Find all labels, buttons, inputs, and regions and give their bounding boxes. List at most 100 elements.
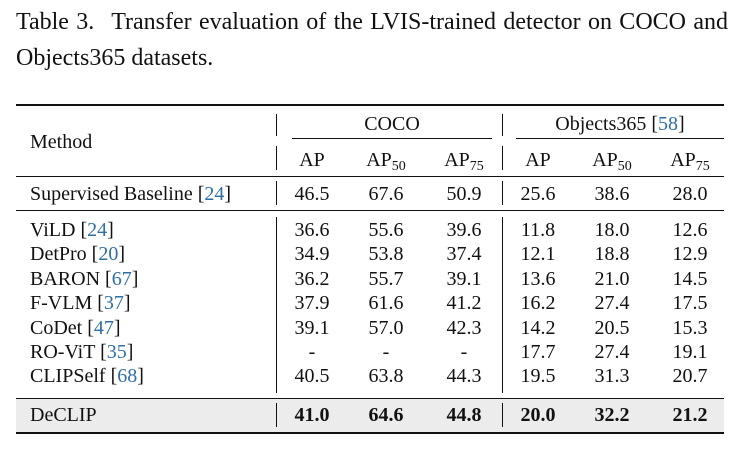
o365-underline: [516, 138, 724, 139]
table-cell: 41.0: [294, 404, 330, 426]
method-label: Supervised Baseline: [30, 183, 193, 205]
header-objects365-name: Objects365: [555, 113, 647, 135]
baseline-rule: [16, 210, 724, 212]
header-ap75: AP75: [652, 148, 728, 179]
header-ap: AP: [299, 149, 325, 171]
metric-label: AP: [444, 149, 470, 171]
table-cell: 37.4: [446, 243, 482, 266]
method-label: BARON: [30, 267, 101, 290]
table-cell: 39.1: [294, 316, 330, 339]
table-cell: 14.2: [520, 316, 556, 339]
table-cell: 44.8: [446, 404, 482, 426]
header-rule: [16, 176, 724, 178]
method-label: RO-ViT: [30, 341, 96, 363]
bottom-rule: [16, 432, 724, 434]
ours-highlight: [16, 398, 724, 432]
caption-label: Table 3.: [16, 9, 95, 35]
table-cell: 39.1: [446, 267, 482, 290]
citation-link[interactable]: 35: [106, 341, 127, 363]
ours-rule: [16, 398, 724, 400]
table-cell: 19.5: [520, 365, 556, 388]
table-cell: 18.8: [594, 243, 630, 266]
table-cell: 27.4: [594, 341, 630, 363]
header-ap50: AP50: [348, 148, 424, 179]
citation-link[interactable]: 47: [93, 316, 114, 339]
method-name: CLIPSelf [68]: [30, 365, 144, 388]
header-ap: AP: [525, 149, 551, 171]
table-cell: -: [382, 341, 390, 363]
method-name: CoDet [47]: [30, 316, 121, 339]
table-cell: 21.2: [672, 404, 708, 426]
vsep: [276, 146, 278, 170]
table-cell: 25.6: [520, 183, 556, 205]
citation-link[interactable]: 24: [204, 183, 225, 205]
citation-link[interactable]: 37: [103, 292, 124, 315]
method-name: F-VLM [37]: [30, 292, 131, 315]
table-caption: Table 3. Transfer evaluation of the LVIS…: [16, 4, 728, 76]
vsep: [276, 181, 278, 205]
table-cell: 40.5: [294, 365, 330, 388]
table-cell: 67.6: [368, 183, 404, 205]
table-cell: 28.0: [672, 183, 708, 205]
method-label: F-VLM: [30, 292, 93, 315]
citation-link[interactable]: 68: [117, 365, 138, 388]
vsep: [502, 114, 504, 136]
caption-text: Transfer evaluation of the LVIS-trained …: [16, 9, 728, 71]
table-cell: 21.0: [594, 267, 630, 290]
metric-label: AP: [366, 149, 392, 171]
metric-subscript: 50: [617, 159, 632, 174]
coco-underline: [292, 138, 492, 139]
table-cell: 50.9: [446, 183, 482, 205]
table-cell: 55.7: [368, 267, 404, 290]
method-name: Supervised Baseline [24]: [30, 183, 232, 205]
table-cell: 36.2: [294, 267, 330, 290]
table-cell: 14.5: [672, 267, 708, 290]
header-coco: COCO: [364, 113, 420, 135]
method-name: DetPro [20]: [30, 243, 126, 266]
header-method: Method: [30, 131, 93, 153]
metric-subscript: 75: [469, 159, 484, 174]
metric-label: AP: [592, 149, 618, 171]
top-rule: [16, 104, 724, 106]
method-label: DeCLIP: [30, 404, 97, 426]
table-cell: 20.5: [594, 316, 630, 339]
header-objects365: Objects365 [58]: [555, 113, 685, 135]
table-cell: 55.6: [368, 219, 404, 241]
table-cell: 32.2: [594, 404, 630, 426]
citation-link[interactable]: 24: [87, 219, 108, 241]
table-cell: 17.7: [520, 341, 556, 363]
table-cell: 15.3: [672, 316, 708, 339]
method-name: DeCLIP: [30, 403, 97, 427]
vsep: [502, 181, 504, 205]
citation-link[interactable]: 67: [111, 267, 132, 290]
table-cell: 37.9: [294, 292, 330, 315]
header-ap75: AP75: [426, 148, 502, 179]
method-name: BARON [67]: [30, 267, 139, 290]
method-name: RO-ViT [35]: [30, 341, 134, 363]
vsep: [502, 146, 504, 170]
method-label: CoDet: [30, 316, 83, 339]
table-cell: -: [308, 341, 316, 363]
metric-subscript: 50: [391, 159, 406, 174]
table-cell: 42.3: [446, 316, 482, 339]
table-cell: 17.5: [672, 292, 708, 315]
metric-subscript: 75: [695, 159, 710, 174]
table-cell: 57.0: [368, 316, 404, 339]
table-cell: 18.0: [594, 219, 630, 241]
table-cell: 53.8: [368, 243, 404, 266]
table-cell: 38.6: [594, 183, 630, 205]
table-cell: 34.9: [294, 243, 330, 266]
header-ap50: AP50: [574, 148, 650, 179]
citation-link[interactable]: 20: [98, 243, 119, 266]
table-cell: 16.2: [520, 292, 556, 315]
citation-link[interactable]: 58: [658, 113, 679, 135]
method-name: ViLD [24]: [30, 219, 114, 241]
table-cell: -: [460, 341, 468, 363]
table-cell: 12.1: [520, 243, 556, 266]
table-cell: 27.4: [594, 292, 630, 315]
table-cell: 63.8: [368, 365, 404, 388]
metric-label: AP: [670, 149, 696, 171]
table-cell: 20.0: [520, 404, 556, 426]
table-cell: 39.6: [446, 219, 482, 241]
table-cell: 64.6: [368, 404, 404, 426]
